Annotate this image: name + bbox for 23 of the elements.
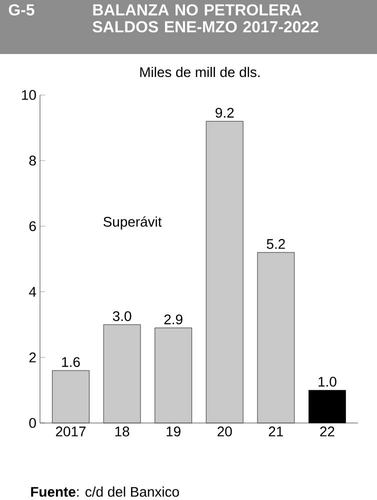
x-tick-label: 21 [268, 426, 284, 436]
y-tick-label: 0 [29, 418, 36, 428]
x-tick-label: 20 [218, 426, 232, 436]
data-label: 9.2 [216, 108, 234, 118]
y-tick-label: 2 [29, 352, 36, 362]
data-label: 2.9 [164, 314, 182, 324]
y-tick-label: 10 [22, 90, 36, 100]
y-tick-label: 4 [29, 286, 36, 297]
data-label: 1.6 [62, 357, 80, 367]
text: G-5 [8, 4, 34, 16]
chart-subtitle: Miles de mill de dls. [140, 66, 260, 78]
chart-title: BALANZA NO PETROLERA SALDOS ENE-MZO 2017-2022 [92, 4, 318, 32]
data-label: 1.0 [318, 376, 336, 387]
x-tick-label: 18 [115, 426, 130, 436]
y-tick-label: 6 [29, 221, 36, 232]
text: Fuente: c/d del Banxico [31, 486, 179, 497]
x-tick-label: 2017 [56, 426, 86, 436]
data-label: 5.2 [266, 239, 285, 249]
y-tick-label: 8 [29, 156, 36, 166]
annotation: Superávit [104, 216, 162, 230]
data-label: 3.0 [112, 311, 132, 322]
x-tick-label: 19 [166, 426, 180, 436]
x-tick-label: 22 [320, 426, 334, 436]
